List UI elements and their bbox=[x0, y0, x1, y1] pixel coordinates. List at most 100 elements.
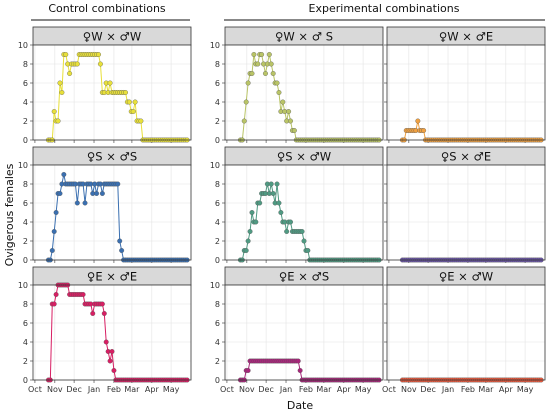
data-point bbox=[278, 210, 284, 215]
data-point bbox=[51, 109, 57, 114]
plot-area bbox=[387, 165, 545, 260]
data-point bbox=[130, 109, 136, 114]
data-point bbox=[249, 71, 255, 76]
data-point bbox=[295, 358, 301, 364]
y-tick-label: 8 bbox=[215, 300, 220, 309]
data-point bbox=[74, 61, 80, 67]
data-point bbox=[123, 90, 128, 95]
data-point bbox=[51, 229, 57, 234]
plot-area bbox=[33, 165, 191, 260]
data-point bbox=[97, 61, 103, 67]
data-point bbox=[276, 200, 282, 206]
plot-area bbox=[225, 165, 383, 260]
y-tick-label: 0 bbox=[215, 376, 220, 385]
plot-area bbox=[387, 285, 545, 380]
data-point bbox=[53, 292, 59, 297]
data-point bbox=[274, 181, 280, 187]
group-title-control: Control combinations bbox=[48, 2, 166, 15]
x-axis-label: Date bbox=[287, 399, 314, 412]
data-point bbox=[270, 191, 276, 196]
y-tick-label: 0 bbox=[23, 136, 28, 145]
data-point bbox=[49, 248, 55, 253]
y-tick-label: 10 bbox=[18, 161, 28, 170]
x-tick-label: Apr bbox=[145, 385, 160, 394]
data-point bbox=[299, 229, 305, 234]
x-tick-label: Nov bbox=[239, 385, 255, 394]
plot-frame bbox=[386, 284, 546, 381]
y-tick-label: 10 bbox=[210, 161, 220, 170]
y-tick-label: 6 bbox=[215, 319, 220, 328]
data-point bbox=[247, 229, 253, 234]
data-point bbox=[297, 368, 303, 373]
panel-fw-me: ♀W × ♂E bbox=[384, 26, 546, 143]
data-point bbox=[255, 61, 261, 67]
data-point bbox=[107, 358, 113, 364]
data-point bbox=[74, 200, 80, 206]
data-point bbox=[301, 238, 307, 244]
data-point bbox=[259, 52, 265, 57]
data-point bbox=[245, 238, 251, 244]
data-point bbox=[253, 219, 259, 225]
data-point bbox=[82, 200, 88, 206]
data-point bbox=[94, 191, 100, 196]
y-tick-label: 10 bbox=[18, 41, 28, 50]
data-point bbox=[284, 229, 290, 234]
y-tick-label: 8 bbox=[23, 60, 28, 69]
y-tick-label: 2 bbox=[23, 357, 28, 366]
panel-fe-mw: ♀E × ♂W Oct Nov Dec Jan Feb Mar Apr May bbox=[382, 266, 546, 394]
data-point bbox=[262, 71, 268, 76]
plot-frame bbox=[32, 164, 192, 261]
x-tick-label: Oct bbox=[220, 385, 234, 394]
panel-title: ♀W × ♂ S bbox=[275, 30, 333, 44]
panel-fw-mw: ♀W × ♂W 0 2 4 6 8 10 bbox=[18, 26, 192, 145]
y-tick-label: 6 bbox=[23, 319, 28, 328]
panel-title: ♀E × ♂E bbox=[87, 270, 137, 284]
y-tick-label: 6 bbox=[215, 79, 220, 88]
data-point bbox=[305, 248, 311, 253]
y-tick-label: 4 bbox=[23, 98, 28, 107]
panel-grid: ♀W × ♂W 0 2 4 6 8 10 ♀W × ♂ S 0 2 4 6 8 10 ♀W × ♂E ♀S ×… bbox=[18, 26, 546, 394]
data-point bbox=[61, 172, 67, 177]
data-point bbox=[55, 118, 61, 124]
x-tick-label: May bbox=[355, 385, 372, 394]
y-tick-label: 10 bbox=[18, 281, 28, 290]
plot-area bbox=[387, 45, 545, 140]
data-point bbox=[111, 368, 117, 373]
panel-title: ♀E × ♂W bbox=[439, 270, 493, 284]
x-tick-label: Feb bbox=[299, 385, 313, 394]
data-point bbox=[99, 301, 105, 307]
y-tick-label: 6 bbox=[215, 199, 220, 208]
group-title-experimental: Experimental combinations bbox=[309, 2, 460, 15]
data-point bbox=[57, 191, 63, 196]
data-point bbox=[103, 339, 109, 345]
y-tick-label: 4 bbox=[215, 338, 220, 347]
x-tick-label: Dec bbox=[258, 385, 273, 394]
y-tick-label: 8 bbox=[215, 60, 220, 69]
panel-fs-ms: ♀S × ♂S 0 2 4 6 8 10 bbox=[18, 146, 192, 265]
data-point bbox=[245, 368, 251, 373]
x-tick-label: Apr bbox=[499, 385, 514, 394]
y-tick-label: 8 bbox=[215, 180, 220, 189]
y-tick-label: 2 bbox=[215, 237, 220, 246]
panel-fe-ms: ♀E × ♂S 0 2 4 6 8 10 Oct Nov Dec Jan Feb Mar Apr May bbox=[210, 266, 384, 394]
panel-fs-mw: ♀S × ♂W 0 2 4 6 8 10 bbox=[210, 146, 384, 265]
x-tick-label: Mar bbox=[316, 385, 332, 394]
y-tick-label: 4 bbox=[215, 218, 220, 227]
plot-frame bbox=[386, 44, 546, 141]
y-tick-label: 2 bbox=[23, 117, 28, 126]
y-tick-label: 8 bbox=[23, 300, 28, 309]
data-point bbox=[63, 52, 69, 57]
x-tick-label: Nov bbox=[401, 385, 417, 394]
plot-frame bbox=[32, 284, 192, 381]
x-tick-label: May bbox=[517, 385, 534, 394]
data-point bbox=[57, 80, 63, 86]
x-tick-label: Jan bbox=[441, 385, 454, 394]
data-point bbox=[251, 52, 257, 57]
y-tick-label: 4 bbox=[215, 98, 220, 107]
data-point bbox=[288, 219, 293, 225]
data-point bbox=[266, 52, 272, 57]
data-point bbox=[138, 118, 144, 124]
y-tick-label: 10 bbox=[210, 41, 220, 50]
data-point bbox=[268, 61, 274, 67]
panel-fw-m-s: ♀W × ♂ S 0 2 4 6 8 10 bbox=[210, 26, 384, 145]
